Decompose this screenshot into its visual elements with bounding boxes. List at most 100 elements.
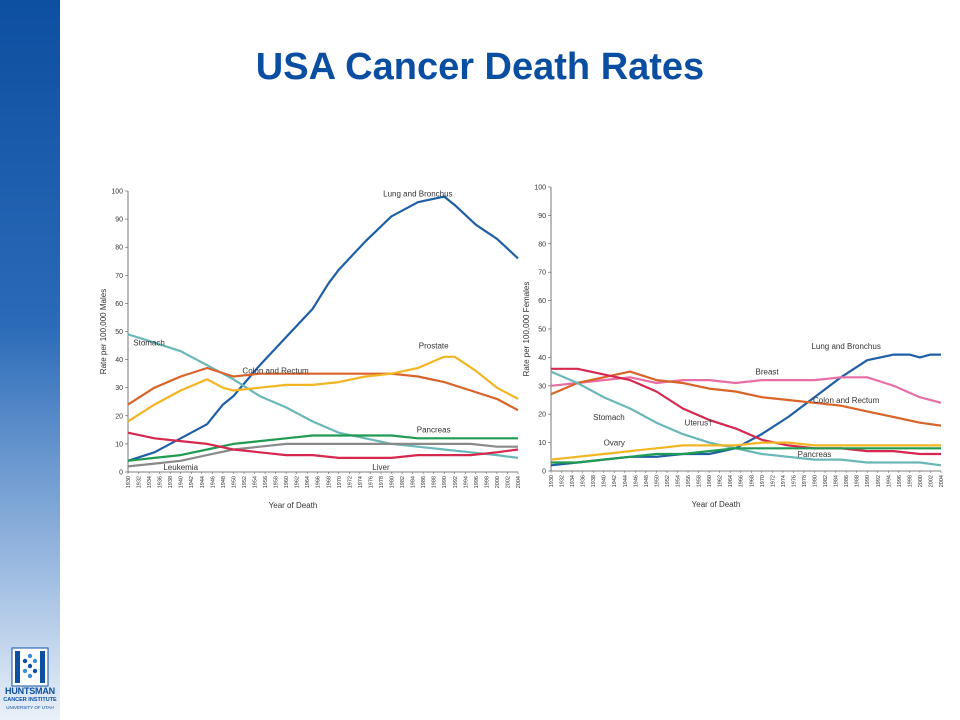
x-tick-label: 1980 xyxy=(813,475,819,487)
x-tick-label: 1946 xyxy=(210,476,216,488)
series-label-lung-and-bronchus: Lung and Bronchus xyxy=(383,190,452,199)
y-axis-title: Rate per 100,000 Females xyxy=(522,282,531,377)
x-tick-label: 1966 xyxy=(316,476,322,488)
x-tick-label: 1970 xyxy=(760,475,766,487)
y-tick-label: 70 xyxy=(538,270,546,277)
y-tick-label: 40 xyxy=(115,357,123,364)
x-tick-label: 1980 xyxy=(390,476,396,488)
x-tick-label: 1992 xyxy=(876,475,882,487)
series-line-liver xyxy=(127,431,519,459)
y-tick-label: 0 xyxy=(119,470,123,477)
x-tick-label: 1960 xyxy=(284,476,290,488)
x-tick-label: 1936 xyxy=(581,475,587,487)
x-tick-label: 1954 xyxy=(252,476,258,488)
x-tick-label: 1996 xyxy=(474,476,480,488)
series-label-liver: Liver xyxy=(372,463,390,472)
x-tick-label: 1944 xyxy=(200,476,206,488)
y-tick-label: 70 xyxy=(115,273,123,280)
x-tick-label: 1978 xyxy=(802,475,808,487)
x-tick-label: 1968 xyxy=(749,475,755,487)
series-line-colon-and-rectum xyxy=(127,366,519,412)
x-tick-label: 1942 xyxy=(612,475,618,487)
x-tick-label: 1962 xyxy=(718,475,724,487)
x-tick-label: 1990 xyxy=(442,476,448,488)
x-tick-label: 1976 xyxy=(368,476,374,488)
x-tick-label: 1938 xyxy=(168,476,174,488)
x-tick-label: 1948 xyxy=(644,475,650,487)
series-line-prostate xyxy=(127,355,519,423)
logo-subtitle: CANCER INSTITUTE xyxy=(3,697,57,703)
x-tick-label: 1988 xyxy=(432,476,438,488)
x-tick-label: 1968 xyxy=(326,476,332,488)
series-label-leukemia: Leukemia xyxy=(163,463,198,472)
x-tick-label: 1930 xyxy=(549,475,555,487)
x-tick-label: 1934 xyxy=(147,476,153,488)
x-tick-label: 1994 xyxy=(463,476,469,488)
y-tick-label: 10 xyxy=(538,440,546,447)
series-line-pancreas xyxy=(127,434,518,462)
x-tick-label: 1972 xyxy=(347,476,353,488)
x-tick-label: 1994 xyxy=(886,475,892,487)
x-tick-label: 2004 xyxy=(516,476,522,488)
x-tick-label: 1972 xyxy=(770,475,776,487)
x-axis-title: Year of Death xyxy=(692,500,741,509)
series-label-stomach: Stomach xyxy=(593,413,625,422)
x-tick-label: 1974 xyxy=(358,476,364,488)
x-tick-label: 1950 xyxy=(231,476,237,488)
x-tick-label: 1976 xyxy=(791,475,797,487)
x-tick-label: 1990 xyxy=(865,475,871,487)
x-tick-label: 1962 xyxy=(295,476,301,488)
huntsman-logo xyxy=(0,644,60,720)
x-tick-label: 1986 xyxy=(844,475,850,487)
series-line-breast xyxy=(550,376,942,404)
y-tick-label: 50 xyxy=(115,329,123,336)
logo-name: HUNTSMAN xyxy=(5,686,55,696)
y-tick-label: 20 xyxy=(538,412,546,419)
x-tick-label: 1956 xyxy=(263,476,269,488)
y-tick-label: 80 xyxy=(538,241,546,248)
y-tick-label: 90 xyxy=(115,217,123,224)
series-label-ovary: Ovary xyxy=(604,438,625,447)
x-tick-label: 1964 xyxy=(305,476,311,488)
x-tick-label: 1982 xyxy=(823,475,829,487)
series-label-stomach: Stomach xyxy=(133,339,165,348)
x-tick-label: 1970 xyxy=(337,476,343,488)
series-line-colon-and-rectum xyxy=(550,370,942,427)
x-tick-label: 1982 xyxy=(400,476,406,488)
x-tick-label: 1974 xyxy=(781,475,787,487)
x-tick-label: 1940 xyxy=(179,476,185,488)
x-tick-label: 1942 xyxy=(189,476,195,488)
x-tick-label: 1958 xyxy=(697,475,703,487)
x-axis-title: Year of Death xyxy=(269,501,318,510)
x-tick-label: 1938 xyxy=(591,475,597,487)
series-label-prostate: Prostate xyxy=(419,341,449,350)
x-tick-label: 1984 xyxy=(834,475,840,487)
x-tick-label: 1950 xyxy=(654,475,660,487)
y-tick-label: 30 xyxy=(115,385,123,392)
series-label-uterus: Uterus† xyxy=(685,419,713,428)
x-tick-label: 1966 xyxy=(739,475,745,487)
y-tick-label: 20 xyxy=(115,413,123,420)
x-tick-label: 2002 xyxy=(928,475,934,487)
x-tick-label: 2002 xyxy=(505,476,511,488)
x-tick-label: 2000 xyxy=(918,475,924,487)
y-tick-label: 50 xyxy=(538,327,546,334)
x-tick-label: 1934 xyxy=(570,475,576,487)
slide-title: USA Cancer Death Rates xyxy=(255,46,705,88)
x-tick-label: 1948 xyxy=(221,476,227,488)
series-label-pancreas: Pancreas xyxy=(417,426,451,435)
x-tick-label: 2004 xyxy=(939,475,945,487)
series-label-pancreas: Pancreas xyxy=(798,450,832,459)
x-tick-label: 1952 xyxy=(665,475,671,487)
x-tick-label: 2000 xyxy=(495,476,501,488)
x-tick-label: 1996 xyxy=(897,475,903,487)
x-tick-label: 1984 xyxy=(411,476,417,488)
series-label-colon-and-rectum: Colon and Rectum xyxy=(242,367,309,376)
y-tick-label: 60 xyxy=(115,301,123,308)
x-tick-label: 1932 xyxy=(137,476,143,488)
x-tick-label: 1944 xyxy=(623,475,629,487)
x-tick-label: 1986 xyxy=(421,476,427,488)
x-tick-label: 1930 xyxy=(126,476,132,488)
y-tick-label: 10 xyxy=(115,441,123,448)
series-label-lung-and-bronchus: Lung and Bronchus xyxy=(811,342,880,351)
